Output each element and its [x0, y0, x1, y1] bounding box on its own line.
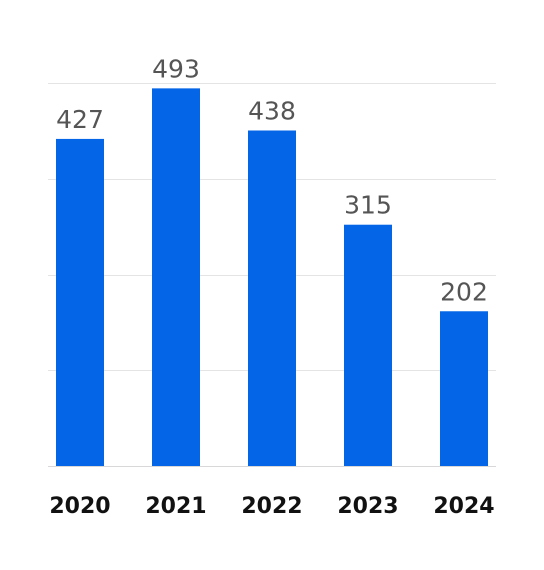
bar-2021 [152, 88, 200, 466]
bar-2023 [344, 224, 392, 466]
bar-2020 [56, 138, 104, 466]
data-label-2022: 438 [248, 96, 296, 125]
x-tick-label-2024: 2024 [433, 494, 494, 519]
data-label-2020: 427 [56, 105, 104, 134]
data-label-2021: 493 [152, 54, 200, 83]
data-label-2023: 315 [344, 191, 392, 220]
value-labels: 427 493 438 315 202 [56, 54, 488, 306]
x-tick-label-2022: 2022 [241, 494, 302, 519]
data-label-2024: 202 [440, 277, 488, 306]
x-tick-label-2023: 2023 [337, 494, 398, 519]
x-axis-tick-labels: 2020 2021 2022 2023 2024 [49, 494, 494, 519]
x-tick-label-2021: 2021 [145, 494, 206, 519]
bars [56, 88, 488, 466]
x-tick-label-2020: 2020 [49, 494, 110, 519]
bar-2022 [248, 130, 296, 466]
bar-2024 [440, 311, 488, 466]
